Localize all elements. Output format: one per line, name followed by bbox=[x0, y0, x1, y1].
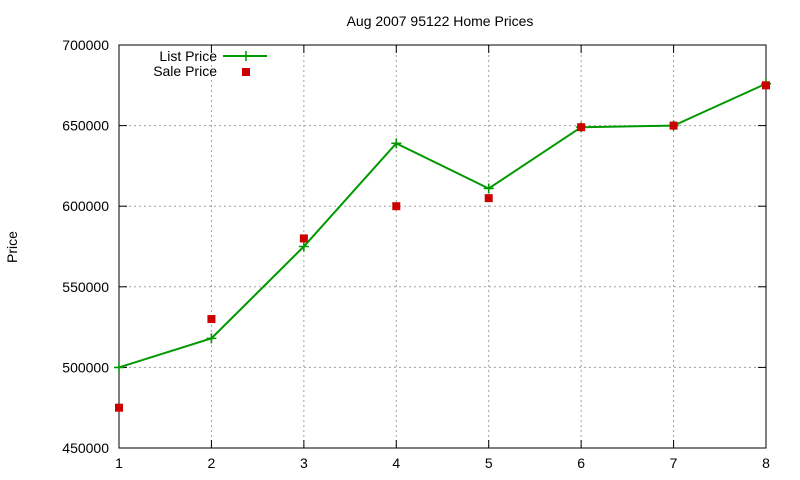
x-tick-label: 5 bbox=[485, 455, 493, 471]
legend: List Price Sale Price bbox=[153, 48, 267, 79]
x-tick-label: 3 bbox=[300, 455, 308, 471]
x-tick-label: 4 bbox=[392, 455, 400, 471]
sale-price-point bbox=[762, 81, 770, 90]
sale-price-point bbox=[484, 194, 493, 203]
sale-price-point bbox=[299, 234, 308, 243]
legend-marker-list-price bbox=[241, 51, 251, 61]
y-tick-label: 600000 bbox=[62, 198, 109, 214]
y-tick-label: 500000 bbox=[62, 359, 109, 375]
x-tick-label: 6 bbox=[577, 455, 585, 471]
y-tick-label: 550000 bbox=[62, 279, 109, 295]
series-layer bbox=[114, 78, 771, 412]
list-price-point bbox=[391, 138, 402, 149]
series-line-list-price bbox=[118, 82, 767, 369]
sale-price-point bbox=[669, 121, 678, 130]
sale-price-point bbox=[207, 315, 216, 324]
sale-price-point bbox=[115, 403, 123, 412]
y-tick-label: 700000 bbox=[62, 37, 109, 53]
legend-marker-sale-price bbox=[242, 68, 250, 76]
y-axis-label: Price bbox=[4, 231, 20, 263]
sale-price-point bbox=[577, 123, 586, 132]
plot-frame bbox=[118, 44, 767, 449]
list-price-point bbox=[206, 333, 217, 344]
x-tick-label: 8 bbox=[762, 455, 770, 471]
chart-title: Aug 2007 95122 Home Prices bbox=[347, 13, 534, 29]
legend-label-sale-price: Sale Price bbox=[153, 63, 217, 79]
sale-price-point bbox=[392, 202, 401, 211]
legend-label-list-price: List Price bbox=[159, 48, 217, 64]
x-tick-label: 7 bbox=[670, 455, 678, 471]
x-tick-label: 1 bbox=[115, 455, 123, 471]
list-price-point bbox=[483, 183, 494, 194]
y-tick-label: 650000 bbox=[62, 118, 109, 134]
y-tick-label: 450000 bbox=[62, 440, 109, 456]
ticks: 450000 500000 550000 600000 650000 700000 1 2 3 4… bbox=[62, 37, 770, 471]
list-price-point bbox=[114, 362, 124, 373]
list-price-point bbox=[298, 241, 309, 252]
x-tick-label: 2 bbox=[208, 455, 216, 471]
